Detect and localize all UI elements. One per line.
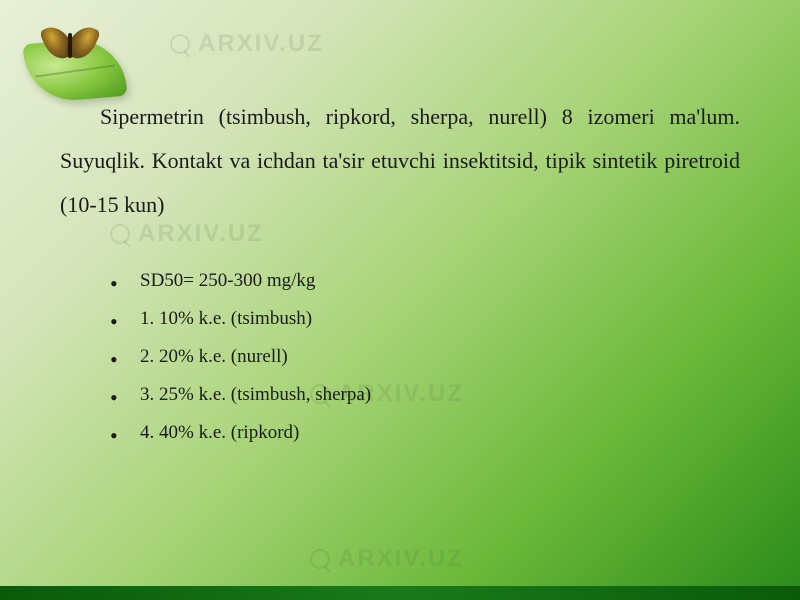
butterfly-icon — [40, 25, 100, 65]
butterfly-body — [68, 33, 72, 58]
list-item: 3. 25% k.e. (tsimbush, sherpa) — [110, 376, 740, 414]
watermark-text: ARXIV.UZ — [338, 545, 464, 573]
watermark-text: ARXIV.UZ — [198, 30, 324, 58]
search-icon — [310, 549, 330, 569]
watermark: ARXIV.UZ — [170, 30, 324, 58]
bullet-list: SD50= 250-300 mg/kg 1. 10% k.e. (tsimbus… — [60, 262, 740, 452]
main-paragraph: Sipermetrin (tsimbush, ripkord, sherpa, … — [60, 95, 740, 227]
list-item: 1. 10% k.e. (tsimbush) — [110, 300, 740, 338]
list-item: 4. 40% k.e. (ripkord) — [110, 414, 740, 452]
list-item: 2. 20% k.e. (nurell) — [110, 338, 740, 376]
slide-content: Sipermetrin (tsimbush, ripkord, sherpa, … — [60, 95, 740, 452]
list-item: SD50= 250-300 mg/kg — [110, 262, 740, 300]
watermark: ARXIV.UZ — [310, 545, 464, 573]
leaf-decoration — [10, 10, 130, 100]
search-icon — [170, 34, 190, 54]
bottom-bar — [0, 586, 800, 600]
